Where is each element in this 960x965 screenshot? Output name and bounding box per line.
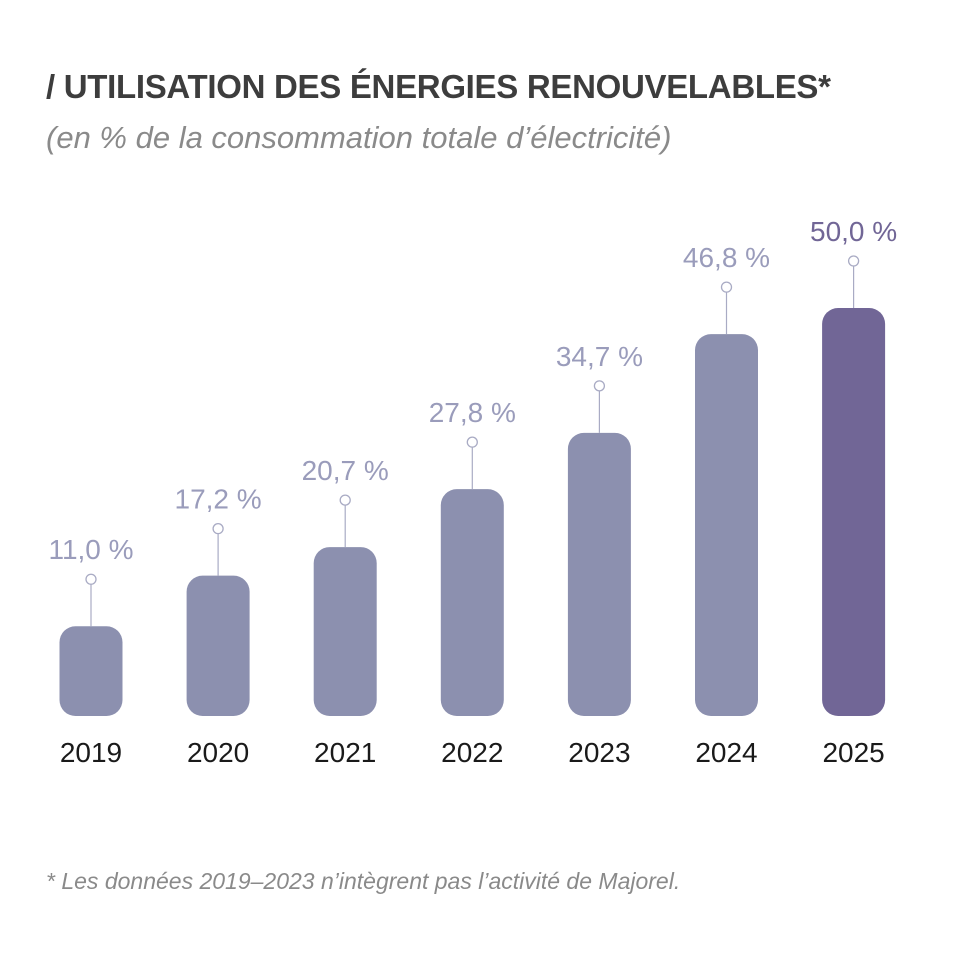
bar-2022 [440, 489, 504, 716]
bar-2019 [59, 626, 123, 716]
bar-2021 [313, 547, 377, 716]
x-tick-label-2023: 2023 [568, 737, 630, 768]
x-tick-label-2024: 2024 [695, 737, 757, 768]
bar-2023 [567, 432, 631, 716]
marker-circle-2021 [339, 494, 351, 506]
marker-circle-2023 [593, 380, 606, 392]
x-tick-label-2025: 2025 [822, 737, 884, 768]
x-tick-label-2019: 2019 [60, 737, 122, 768]
marker-circle-2025 [847, 255, 860, 267]
bar-2024 [695, 334, 758, 716]
data-label-2019: 11,0 % [48, 534, 133, 565]
x-tick-label-2021: 2021 [314, 737, 376, 768]
data-label-2020: 17,2 % [175, 484, 262, 515]
data-label-2024: 46,8 % [683, 242, 770, 273]
marker-circle-2024 [720, 281, 733, 293]
marker-circle-2019 [85, 573, 97, 585]
x-tick-label-2020: 2020 [187, 737, 249, 768]
marker-circle-2022 [466, 436, 478, 448]
x-tick-label-2022: 2022 [441, 737, 503, 768]
chart-title: / UTILISATION DES ÉNERGIES RENOUVELABLES… [46, 68, 831, 105]
data-label-2021: 20,7 % [302, 455, 389, 486]
data-label-2022: 27,8 % [429, 397, 516, 428]
bar-2025 [822, 308, 886, 716]
chart-subtitle: (en % de la consommation totale d’électr… [46, 120, 672, 155]
marker-circle-2020 [212, 522, 224, 535]
bar-2020 [186, 575, 250, 716]
data-label-2023: 34,7 % [556, 341, 643, 372]
data-label-2025: 50,0 % [810, 216, 897, 247]
chart-footnote: * Les données 2019–2023 n’intègrent pas … [46, 868, 681, 894]
